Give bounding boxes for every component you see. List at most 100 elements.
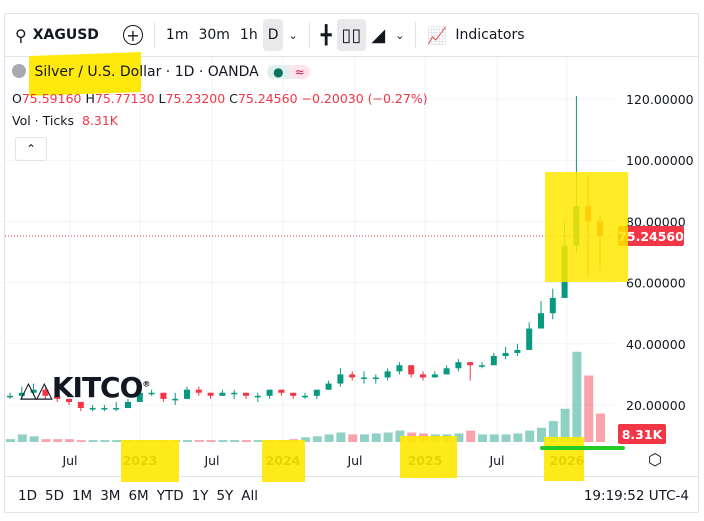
candle-body xyxy=(184,389,190,399)
candle-body xyxy=(502,352,509,357)
volume-bar xyxy=(489,434,499,442)
year-highlight-2025 xyxy=(400,436,457,478)
delayed-data-icon[interactable]: ≈ xyxy=(289,65,310,79)
range-1m[interactable]: 1M xyxy=(71,487,93,504)
indicators-button[interactable]: 📈 Indicators xyxy=(422,19,529,51)
range-3m[interactable]: 3M xyxy=(100,487,121,504)
chart-settings-button[interactable]: ⬡ xyxy=(648,450,662,469)
candle-body xyxy=(101,408,108,410)
volume-bar xyxy=(560,408,570,442)
range-1y[interactable]: 1Y xyxy=(191,487,209,504)
last-price-badge xyxy=(618,225,684,246)
volume-bar xyxy=(253,440,263,442)
time-tick-label: Jul xyxy=(203,453,219,468)
clock[interactable]: 19:19:52 UTC-4 xyxy=(583,487,689,504)
range-1d[interactable]: 1D xyxy=(18,487,37,504)
collapse-legend-button[interactable]: ⌃ xyxy=(15,137,47,161)
candle-body xyxy=(349,374,356,378)
candle-body xyxy=(207,392,214,396)
volume-bar xyxy=(301,437,310,442)
symbol-title: Silver / U.S. Dollar xyxy=(34,64,162,80)
chart-style-dropdown[interactable]: ⌄ xyxy=(390,19,409,51)
volume-bar xyxy=(383,432,393,442)
chart-widget xyxy=(4,13,699,513)
candle-body xyxy=(219,392,226,396)
silver-icon xyxy=(12,64,26,78)
volume-bar xyxy=(525,430,535,442)
compare-button[interactable]: + xyxy=(118,19,148,51)
volume-bar xyxy=(395,430,405,442)
volume-bar xyxy=(242,440,251,442)
volume-bar xyxy=(6,439,15,442)
candle-body xyxy=(30,389,37,393)
interval-1h[interactable]: 1h xyxy=(239,27,258,43)
candle-body xyxy=(443,368,450,375)
candle-body xyxy=(490,356,497,366)
volume-bar xyxy=(112,440,122,442)
candle-body xyxy=(313,389,320,396)
volume-bar xyxy=(29,436,39,442)
interval-1m[interactable]: 1m xyxy=(165,27,189,43)
bar-style-button[interactable]: ╋ xyxy=(316,19,337,51)
volume-bar xyxy=(312,436,322,442)
change-value: −0.20030 (−0.27%) xyxy=(301,91,428,106)
bars-icon: ╋ xyxy=(320,24,332,46)
area-style-button[interactable]: ◢ xyxy=(366,19,390,51)
candle-body xyxy=(361,377,367,379)
candle-body xyxy=(136,392,143,402)
candle-body xyxy=(77,401,84,409)
candle-body xyxy=(148,392,155,395)
candle-body xyxy=(325,383,332,390)
divider xyxy=(153,22,155,48)
candle-body xyxy=(455,362,462,369)
candle-body xyxy=(254,395,261,398)
candle-body xyxy=(42,389,49,396)
symbol-label: XAGUSD xyxy=(32,27,99,43)
price-tick-label: 20.00000 xyxy=(626,398,686,413)
kitco-watermark: △△KITCO® xyxy=(20,371,150,404)
year-highlight-2026 xyxy=(544,437,584,481)
interval-30m[interactable]: 30m xyxy=(198,27,230,43)
volume-bar xyxy=(53,439,63,442)
divider xyxy=(415,22,417,48)
kitco-logo-icon: △△ xyxy=(20,378,53,403)
interval-dropdown[interactable]: ⌄ xyxy=(283,19,302,51)
chevron-down-icon: ⌄ xyxy=(395,28,405,42)
candle-body xyxy=(7,395,13,398)
volume-value: 8.31K xyxy=(81,113,118,128)
range-ytd[interactable]: YTD xyxy=(156,487,184,504)
candle-body xyxy=(396,365,403,372)
volume-bar xyxy=(513,433,523,442)
candle-body xyxy=(113,408,120,410)
range-5y[interactable]: 5Y xyxy=(216,487,234,504)
market-status-badge[interactable]: ● xyxy=(267,65,290,79)
open-value: 75.59160 xyxy=(21,91,82,106)
range-5d[interactable]: 5D xyxy=(44,487,64,504)
range-all[interactable]: All xyxy=(241,487,259,504)
volume-bar xyxy=(537,427,546,442)
candle-body xyxy=(66,398,72,402)
volume-bar xyxy=(336,432,346,442)
candle-style-button[interactable]: ▯▯ xyxy=(336,19,367,51)
volume-bar xyxy=(88,440,98,442)
volume-bar xyxy=(501,434,511,442)
range-6m[interactable]: 6M xyxy=(128,487,149,504)
indicators-label: Indicators xyxy=(455,27,525,43)
candle-body xyxy=(538,313,544,329)
last-volume-badge xyxy=(618,424,666,444)
symbol-search-button[interactable]: ⚲ XAGUSD xyxy=(10,19,104,51)
candle-body xyxy=(514,349,521,353)
kitco-text: KITCO xyxy=(51,371,144,404)
candle-body xyxy=(54,395,61,399)
plus-circle-icon: + xyxy=(122,25,143,45)
volume-bar xyxy=(230,440,240,442)
volume-bar xyxy=(194,440,204,442)
candle-body xyxy=(89,408,96,410)
price-tick-label: 80.00000 xyxy=(626,214,686,229)
interval-d[interactable]: D xyxy=(262,19,284,51)
last-volume-label: 8.31K xyxy=(622,427,664,442)
price-tick-label: 60.00000 xyxy=(626,276,686,291)
volume-bar xyxy=(17,434,27,442)
ohlc-values: O75.59160 H75.77130 L75.23200 C75.24560 … xyxy=(12,91,428,106)
exchange-label: OANDA xyxy=(207,64,259,80)
